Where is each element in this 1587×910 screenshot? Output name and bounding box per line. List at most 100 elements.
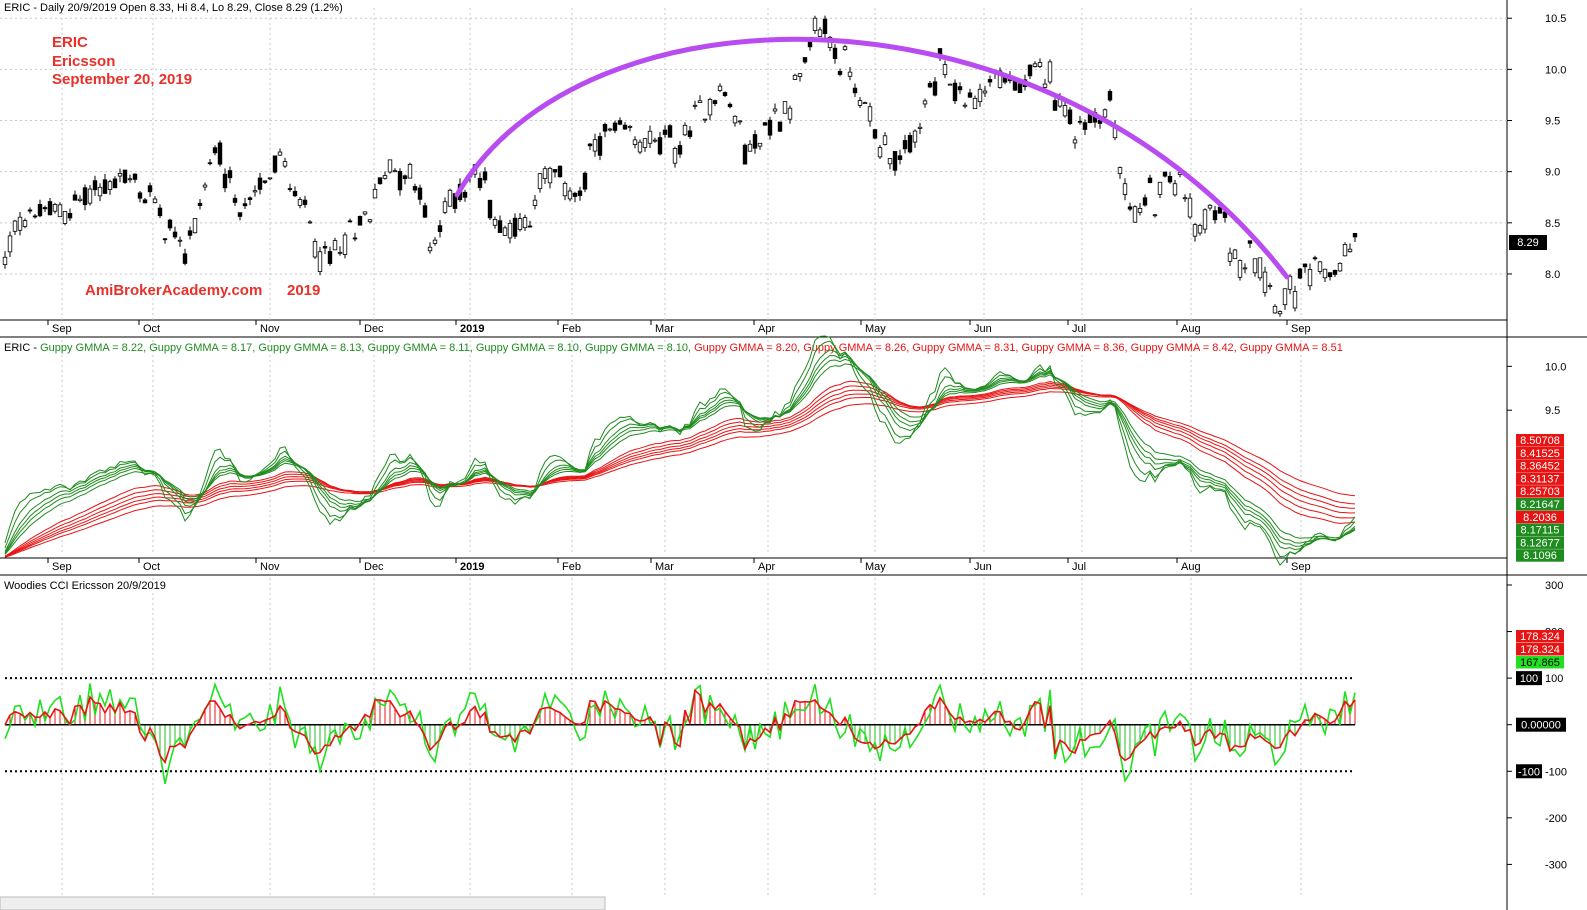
candle-body xyxy=(907,135,913,153)
month-label: Apr xyxy=(758,323,775,335)
cci-reference-badge xyxy=(1516,671,1542,686)
candle-body xyxy=(1077,120,1083,123)
candle-body xyxy=(1122,183,1128,195)
candle-body xyxy=(1242,267,1248,270)
month-label: Jun xyxy=(974,561,992,573)
candle-body xyxy=(507,222,513,239)
candle-body xyxy=(1182,197,1188,200)
candle-body xyxy=(12,220,18,232)
candle-body xyxy=(1207,204,1213,209)
candle-body xyxy=(902,140,908,150)
candle-body xyxy=(977,88,983,103)
candle-body xyxy=(957,86,963,91)
cci-panel: Woodies CCI Ericsson 20/9/2019 -300 -200 -… xyxy=(4,580,1567,871)
candle-body xyxy=(532,199,538,206)
month-label: Apr xyxy=(758,561,775,573)
candle-body xyxy=(677,145,683,155)
candle-body xyxy=(1167,175,1173,183)
month-label: Feb xyxy=(562,323,581,335)
candle-body xyxy=(517,218,523,230)
gmma-value-label: 8.2036 xyxy=(1523,512,1557,524)
cci-panel-title: Woodies CCI Ericsson 20/9/2019 xyxy=(4,580,166,592)
candle-body xyxy=(57,204,63,218)
candle-body xyxy=(1032,63,1038,67)
candle-body xyxy=(1062,105,1068,117)
gmma-value-badge xyxy=(1516,434,1564,447)
candle-body xyxy=(322,246,328,249)
price-tick-label: 10.5 xyxy=(1545,13,1566,25)
cci-reference-label: -100 xyxy=(1518,766,1540,778)
month-label: Mar xyxy=(655,561,674,573)
candle-body xyxy=(1302,263,1308,268)
cci-tick-label: -100 xyxy=(1545,766,1567,778)
candle-body xyxy=(1352,232,1358,238)
candle-body xyxy=(1072,139,1078,144)
candle-body xyxy=(272,155,278,173)
candle-body xyxy=(287,188,293,190)
horizontal-scrollbar[interactable] xyxy=(0,896,606,910)
candle-body xyxy=(262,180,268,183)
month-label: Aug xyxy=(1181,323,1201,335)
candle-body xyxy=(1152,214,1158,217)
candle-body xyxy=(582,172,588,190)
gmma-value-label: 8.50708 xyxy=(1520,435,1560,447)
candle-body xyxy=(802,57,808,63)
candle-body xyxy=(172,231,178,238)
cci-value-label: 178.324 xyxy=(1520,631,1560,643)
candle-body xyxy=(1337,262,1343,272)
candle-body xyxy=(327,251,333,264)
candle-body xyxy=(622,124,628,130)
gmma-value-badge xyxy=(1516,459,1564,473)
cci-tick-label: 100 xyxy=(1545,673,1563,685)
gmma-short-line xyxy=(4,340,1356,558)
gmma-value-label: 8.17115 xyxy=(1521,525,1560,537)
candle-body xyxy=(1312,257,1318,260)
candle-body xyxy=(1272,305,1278,314)
candle-body xyxy=(642,138,648,148)
candle-body xyxy=(742,144,748,165)
candle-body xyxy=(102,179,108,194)
last-price-badge: 8.29 xyxy=(1509,235,1547,250)
candle-body xyxy=(872,129,878,139)
cci-value-badge xyxy=(1516,630,1564,643)
candle-body xyxy=(417,187,423,200)
month-label: Nov xyxy=(260,561,280,573)
candle-body xyxy=(122,169,128,183)
price-tick-label: 8.0 xyxy=(1545,269,1560,281)
candle-body xyxy=(717,85,723,92)
candle-body xyxy=(672,147,678,164)
candle-body xyxy=(917,126,923,129)
candle-body xyxy=(247,197,253,200)
candle-body xyxy=(237,212,243,217)
candle-body xyxy=(1217,206,1223,214)
cci-y-axis: -300-200-10001002003001000.00000-100 xyxy=(1507,580,1567,871)
candle-body xyxy=(422,205,428,218)
gmma-tick-label: 10.0 xyxy=(1545,361,1566,373)
month-axis-top: Sep Oct Nov Dec 2019 Feb Mar Apr May Jun Jul Aug Sep xyxy=(47,320,1311,335)
candle-body xyxy=(77,198,83,201)
candle-body xyxy=(162,238,168,241)
candle-body xyxy=(7,235,13,253)
month-label: May xyxy=(865,323,886,335)
cci-reference-badge xyxy=(1516,717,1566,732)
candle-body xyxy=(92,180,98,191)
cci-value-label: 178.324 xyxy=(1520,644,1560,656)
candle-body xyxy=(352,237,358,240)
candle-body xyxy=(1222,211,1228,218)
candle-body xyxy=(1117,167,1123,174)
candle-body xyxy=(402,175,408,180)
candle-body xyxy=(1342,244,1348,257)
candle-body xyxy=(847,71,853,77)
candle-body xyxy=(577,190,583,197)
candle-body xyxy=(2,256,8,266)
candle-body xyxy=(767,119,773,136)
gmma-long-line xyxy=(4,384,1356,558)
candle-body xyxy=(267,177,273,180)
last-price-label: 8.29 xyxy=(1517,237,1538,249)
month-label: Aug xyxy=(1181,561,1201,573)
candle-body xyxy=(542,168,548,179)
candle-body xyxy=(32,215,38,218)
rounded-top-arc xyxy=(454,36,1290,280)
candle-body xyxy=(687,130,693,137)
candle-body xyxy=(377,177,383,185)
